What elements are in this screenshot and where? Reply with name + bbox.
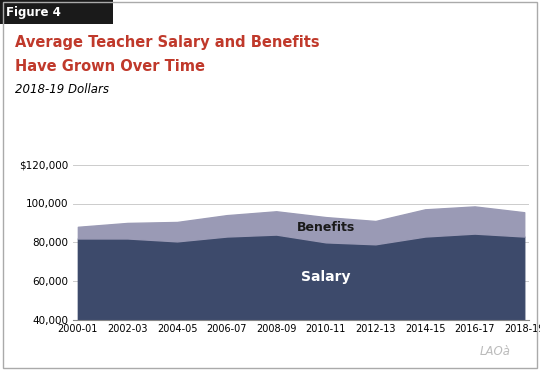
Text: Benefits: Benefits	[296, 221, 355, 234]
Text: Have Grown Over Time: Have Grown Over Time	[15, 59, 205, 74]
Text: Salary: Salary	[301, 270, 350, 284]
Text: 2018-19 Dollars: 2018-19 Dollars	[15, 83, 109, 96]
Text: Average Teacher Salary and Benefits: Average Teacher Salary and Benefits	[15, 35, 319, 50]
Text: LAOà: LAOà	[480, 345, 510, 358]
Text: Figure 4: Figure 4	[6, 6, 62, 19]
